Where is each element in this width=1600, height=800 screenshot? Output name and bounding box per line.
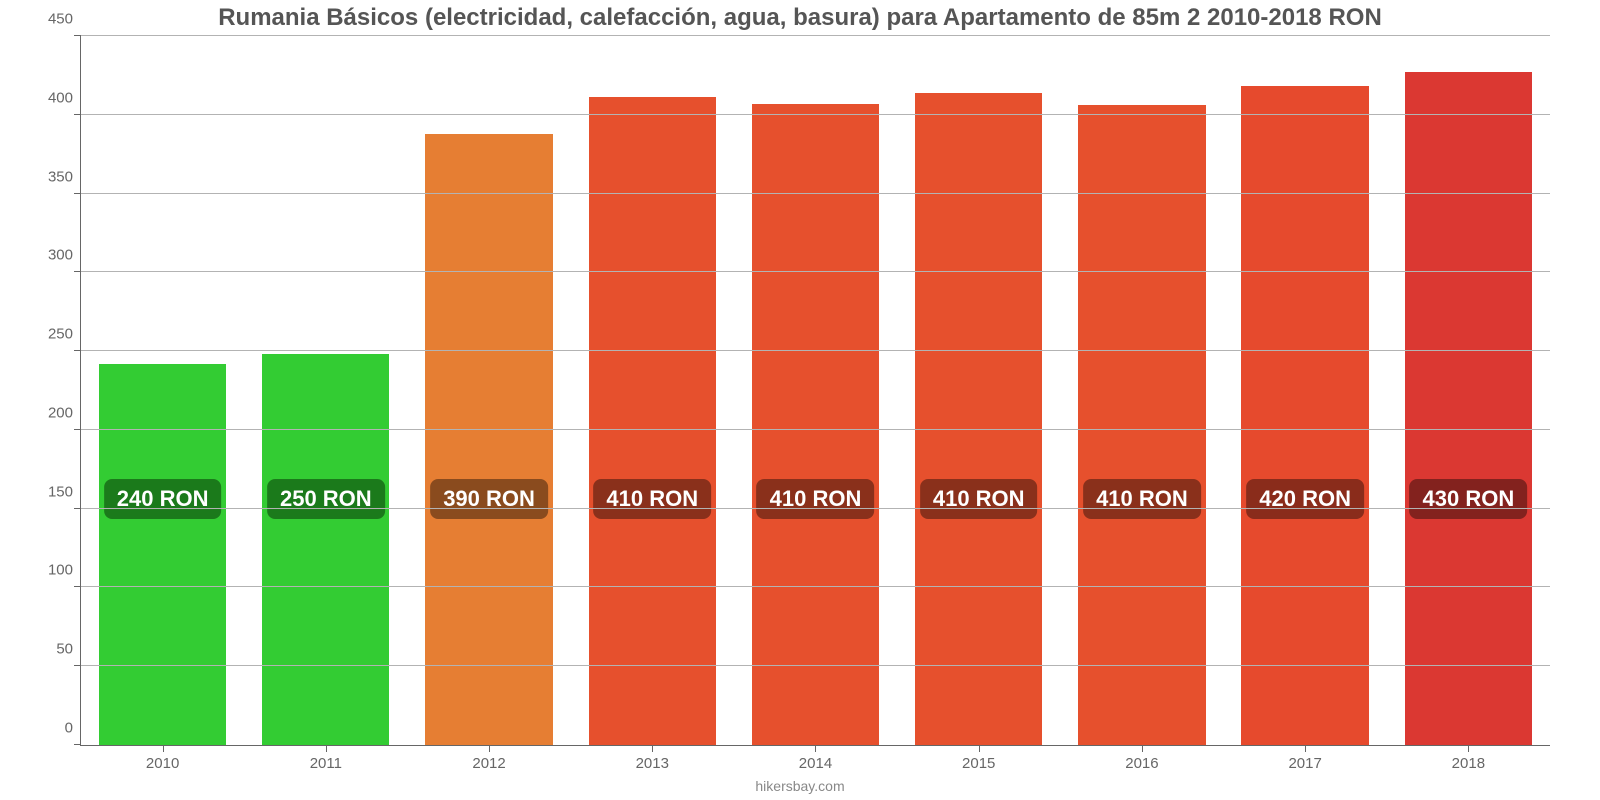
bar xyxy=(589,97,716,745)
bar xyxy=(1405,72,1532,745)
gridline xyxy=(81,429,1550,430)
bar xyxy=(262,354,389,745)
x-tick-mark xyxy=(1305,745,1306,752)
bar-slot: 430 RON2018 xyxy=(1387,36,1550,745)
x-axis-label: 2016 xyxy=(1125,755,1158,772)
x-axis-label: 2014 xyxy=(799,755,832,772)
bar-slot: 410 RON2013 xyxy=(571,36,734,745)
bar xyxy=(1078,105,1205,745)
x-axis-label: 2015 xyxy=(962,755,995,772)
x-tick-mark xyxy=(979,745,980,752)
gridline xyxy=(81,35,1550,36)
y-axis-label: 50 xyxy=(56,641,73,658)
bar-value-label: 390 RON xyxy=(430,479,548,519)
bar-slot: 410 RON2014 xyxy=(734,36,897,745)
bar-slot: 390 RON2012 xyxy=(407,36,570,745)
y-tick-mark xyxy=(74,665,81,666)
x-axis-label: 2013 xyxy=(636,755,669,772)
y-axis-label: 350 xyxy=(48,168,73,185)
bar-value-label: 410 RON xyxy=(757,479,875,519)
chart-footer: hikersbay.com xyxy=(30,778,1570,794)
y-tick-mark xyxy=(74,429,81,430)
gridline xyxy=(81,350,1550,351)
bar-value-label: 410 RON xyxy=(593,479,711,519)
y-axis-label: 250 xyxy=(48,326,73,343)
y-axis-label: 200 xyxy=(48,404,73,421)
y-axis-label: 0 xyxy=(65,720,73,737)
bar-value-label: 430 RON xyxy=(1410,479,1528,519)
bar-value-label: 410 RON xyxy=(920,479,1038,519)
y-tick-mark xyxy=(74,271,81,272)
x-tick-mark xyxy=(489,745,490,752)
bar-slot: 420 RON2017 xyxy=(1224,36,1387,745)
bar xyxy=(425,134,552,745)
bar-value-label: 410 RON xyxy=(1083,479,1201,519)
bar-slot: 240 RON2010 xyxy=(81,36,244,745)
gridline xyxy=(81,665,1550,666)
x-axis-label: 2012 xyxy=(472,755,505,772)
x-tick-mark xyxy=(163,745,164,752)
y-tick-mark xyxy=(74,586,81,587)
plot-area: 240 RON2010250 RON2011390 RON2012410 RON… xyxy=(80,36,1550,746)
bar-slot: 410 RON2016 xyxy=(1060,36,1223,745)
y-axis-label: 100 xyxy=(48,562,73,579)
gridline xyxy=(81,193,1550,194)
x-axis-label: 2011 xyxy=(310,755,342,772)
y-axis-label: 150 xyxy=(48,483,73,500)
y-tick-mark xyxy=(74,350,81,351)
x-tick-mark xyxy=(1142,745,1143,752)
chart-title: Rumania Básicos (electricidad, calefacci… xyxy=(30,0,1570,36)
gridline xyxy=(81,114,1550,115)
y-axis-label: 400 xyxy=(48,89,73,106)
bar xyxy=(99,364,226,745)
x-tick-mark xyxy=(326,745,327,752)
y-tick-mark xyxy=(74,744,81,745)
bar xyxy=(1241,86,1368,745)
x-axis-label: 2010 xyxy=(146,755,179,772)
bar-value-label: 240 RON xyxy=(104,479,222,519)
y-axis-label: 300 xyxy=(48,247,73,264)
bar xyxy=(915,93,1042,745)
bar xyxy=(752,104,879,745)
x-axis-label: 2017 xyxy=(1288,755,1321,772)
x-tick-mark xyxy=(652,745,653,752)
chart-container: Rumania Básicos (electricidad, calefacci… xyxy=(30,0,1570,800)
y-axis-label: 450 xyxy=(48,11,73,28)
x-tick-mark xyxy=(1468,745,1469,752)
bar-slot: 410 RON2015 xyxy=(897,36,1060,745)
y-tick-mark xyxy=(74,193,81,194)
bar-slot: 250 RON2011 xyxy=(244,36,407,745)
gridline xyxy=(81,586,1550,587)
gridline xyxy=(81,508,1550,509)
y-tick-mark xyxy=(74,35,81,36)
bar-value-label: 250 RON xyxy=(267,479,385,519)
bars-row: 240 RON2010250 RON2011390 RON2012410 RON… xyxy=(81,36,1550,745)
x-axis-label: 2018 xyxy=(1452,755,1485,772)
gridline xyxy=(81,271,1550,272)
bar-value-label: 420 RON xyxy=(1246,479,1364,519)
x-tick-mark xyxy=(815,745,816,752)
y-tick-mark xyxy=(74,114,81,115)
y-tick-mark xyxy=(74,508,81,509)
